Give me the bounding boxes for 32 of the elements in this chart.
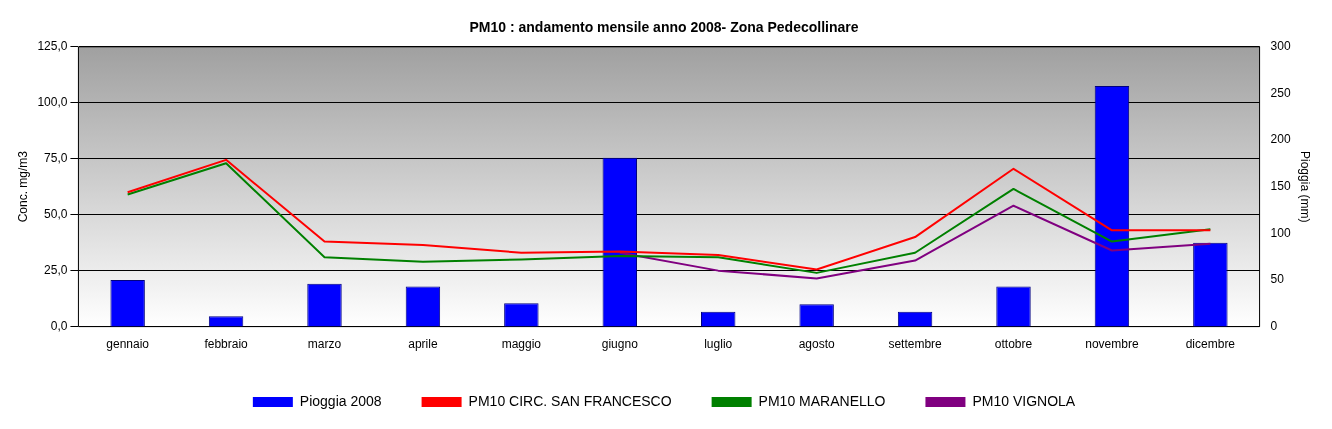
x-tick-label: marzo [307,337,342,352]
x-tick-label: agosto [798,337,835,352]
y-tick-label: 0,0 [50,318,68,333]
y2-tick-label: 50 [1270,272,1285,287]
y-tick-label: 50,0 [44,206,68,221]
legend-label: PM10 MARANELLO [758,392,886,409]
y2-tick-label: 200 [1270,132,1291,147]
y-tick-label: 25,0 [44,262,68,277]
legend-label: Pioggia 2008 [299,392,382,409]
legend-label: PM10 VIGNOLA [972,392,1076,409]
x-tick-label: aprile [408,337,438,352]
x-tick-label: ottobre [994,337,1033,352]
x-tick-label: novembre [1085,337,1139,352]
x-tick-label: settembre [888,337,943,352]
y-axis-title: Conc. mg/m3 [15,150,30,223]
y-tick-label: 125,0 [37,39,68,54]
y2-tick-label: 0 [1270,318,1278,333]
x-tick-label: giugno [601,337,639,352]
x-tick-label: maggio [501,337,542,352]
x-tick-label: gennaio [106,337,150,352]
x-tick-label: luglio [704,337,733,352]
legend-label: PM10 CIRC. SAN FRANCESCO [468,392,672,409]
chart-title: PM10 : andamento mensile anno 2008- Zona Pedecollinare [469,19,859,36]
y2-tick-label: 300 [1270,39,1291,54]
y-tick-label: 100,0 [37,95,68,110]
y2-tick-label: 150 [1270,179,1291,194]
y2-tick-label: 100 [1270,225,1291,240]
y2-axis-title: Pioggia (mm) [1298,151,1313,223]
x-tick-label: febbraio [204,337,249,352]
x-tick-label: dicembre [1185,337,1236,352]
y2-tick-label: 250 [1270,85,1291,100]
y-tick-label: 75,0 [44,151,68,166]
